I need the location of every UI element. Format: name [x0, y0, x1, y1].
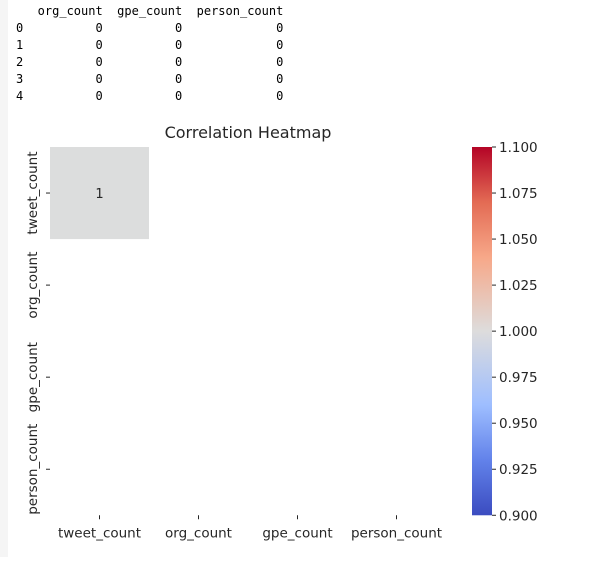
- colorbar-tick-label: 1.075: [499, 186, 538, 202]
- x-tick-label: gpe_count: [262, 525, 332, 541]
- dataframe-row: 4 0 0 0: [16, 89, 284, 103]
- x-tick-label: tweet_count: [58, 525, 141, 541]
- x-tick-label: org_count: [165, 525, 232, 541]
- dataframe-row: 1 0 0 0: [16, 38, 284, 52]
- colorbar-tick-label: 1.100: [499, 140, 538, 156]
- colorbar-tick-label: 1.050: [499, 232, 538, 248]
- y-tick-label: org_count: [25, 252, 41, 319]
- dataframe-row: 3 0 0 0: [16, 72, 284, 86]
- y-tick-label: person_count: [25, 424, 41, 515]
- chart-title: Correlation Heatmap: [165, 123, 332, 142]
- correlation-heatmap-figure: Correlation Heatmap 1 tweet_count org_count…: [25, 123, 538, 541]
- colorbar-tick-label: 1.025: [499, 278, 538, 294]
- dataframe-row: 2 0 0 0: [16, 55, 284, 69]
- x-tick-label: person_count: [351, 525, 442, 541]
- colorbar-tick-label: 0.900: [499, 508, 538, 524]
- colorbar-tick-label: 1.000: [499, 324, 538, 340]
- y-tick-label: tweet_count: [25, 151, 41, 234]
- colorbar: [472, 147, 492, 516]
- y-tick-label: gpe_count: [25, 342, 41, 412]
- colorbar-tick-label: 0.950: [499, 416, 538, 432]
- colorbar-tick-label: 0.975: [499, 370, 538, 386]
- dataframe-head-output: org_count gpe_count person_count 0 0 0 0 1…: [16, 3, 283, 105]
- cell-annotation: 1: [95, 187, 103, 202]
- dataframe-header: org_count gpe_count person_count: [16, 4, 284, 18]
- dataframe-row: 0 0 0 0: [16, 21, 284, 35]
- colorbar-tick-label: 0.925: [499, 462, 538, 478]
- output-gutter: [0, 0, 8, 557]
- heatmap-cell: [50, 147, 149, 240]
